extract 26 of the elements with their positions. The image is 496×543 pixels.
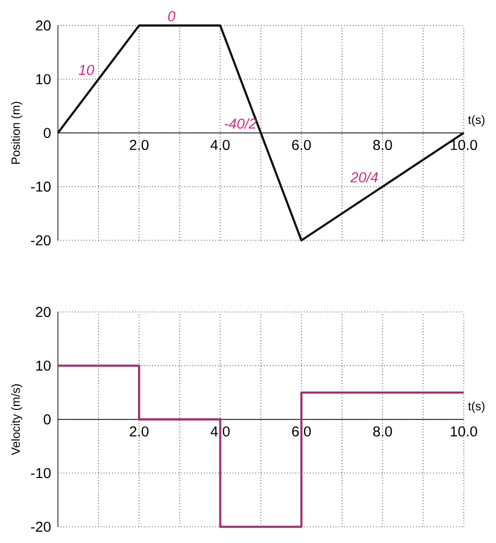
x-tick-label: 2.0 [130,426,148,436]
y-tick-label: 0 [44,128,50,138]
x-tick-label: 10.0 [450,426,477,436]
x-tick-label: 8.0 [373,140,392,150]
x-axis-title: t(s) [468,115,484,126]
x-tick-label: 6.0 [292,140,311,150]
y-tick-label: -10 [30,182,50,192]
y-tick-label: 0 [44,414,50,424]
x-tick-label: 8.0 [373,426,392,436]
y-axis-title: Velocity (m/s) [10,384,22,456]
x-tick-label: 10.0 [450,140,477,150]
x-tick-label: 2.0 [130,140,148,150]
x-axis-title: t(s) [468,402,484,413]
annotation: -40/2 [224,118,256,129]
annotation: 10 [78,64,94,75]
y-axis-title: Position (m) [10,102,22,164]
y-tick-label: -20 [30,235,50,246]
annotation: 20/4 [350,172,378,182]
y-tick-label: 10 [36,74,50,84]
annotation: 0 [168,11,176,22]
y-tick-label: -10 [30,468,50,478]
y-tick-label: -20 [30,522,50,532]
x-tick-label: 4.0 [210,140,230,150]
y-tick-label: 20 [36,20,50,31]
y-tick-label: 10 [36,360,50,371]
y-tick-label: 20 [36,306,50,318]
